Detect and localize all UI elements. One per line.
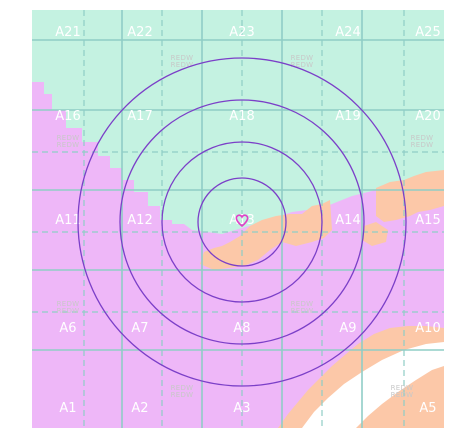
watermark-text: REDW	[291, 61, 314, 69]
map-canvas[interactable]: REDWREDWREDWREDWREDWREDWREDWREDWREDWREDW…	[32, 10, 444, 428]
land-area-white	[302, 342, 444, 428]
grid-cell-label-a13: A13	[229, 213, 254, 228]
grid-cell-label-a18: A18	[229, 109, 254, 124]
grid-cell-label-a15: A15	[415, 213, 440, 228]
watermark-text: REDW	[411, 141, 434, 149]
grid-cell-label-a14: A14	[335, 213, 360, 228]
range-rings	[77, 57, 407, 387]
grid-cell-label-a1: A1	[59, 401, 76, 416]
land-area-orange	[200, 200, 332, 270]
grid-cell-label-a6: A6	[59, 321, 76, 336]
grid-dashed-lines	[32, 10, 444, 428]
watermark-text: REDW	[411, 134, 434, 142]
grid-cell-label-a23: A23	[229, 25, 254, 40]
grid-cell-label-a8: A8	[233, 321, 250, 336]
grid-cell-label-a17: A17	[127, 109, 152, 124]
watermark-text: REDW	[171, 384, 194, 392]
heart-marker-icon[interactable]	[235, 214, 249, 228]
grid-cell-label-a20: A20	[415, 109, 440, 124]
watermark-text: REDW	[171, 391, 194, 399]
range-ring-1	[197, 177, 287, 267]
grid-lines	[32, 10, 444, 428]
grid-cell-label-a12: A12	[127, 213, 152, 228]
watermark-text: REDW	[291, 307, 314, 315]
grid-cell-label-a3: A3	[233, 401, 250, 416]
watermark-text: REDW	[57, 141, 80, 149]
watermark-layer: REDWREDWREDWREDWREDWREDWREDWREDWREDWREDW…	[57, 54, 434, 399]
map-frame[interactable]: REDW REDW REDW REDW REDW REDW REDW REDW REDW REDW…	[32, 10, 444, 428]
land-area-orange-east	[376, 170, 444, 222]
grid-cell-label-a4: A4	[339, 401, 356, 416]
watermark-text: REDW	[57, 300, 80, 308]
watermark-text: REDW	[57, 134, 80, 142]
watermark-text: REDW	[57, 307, 80, 315]
watermark-text: REDW	[391, 391, 414, 399]
watermark-text: REDW	[291, 300, 314, 308]
grid-cell-label-a25: A25	[415, 25, 440, 40]
watermark-text: REDW	[171, 61, 194, 69]
grid-cell-label-a11: A11	[55, 213, 80, 228]
grid-cell-label-a22: A22	[127, 25, 152, 40]
range-ring-4	[77, 57, 407, 387]
grid-cell-label-a21: A21	[55, 25, 80, 40]
grid-cell-label-a19: A19	[335, 109, 360, 124]
range-ring-3	[119, 99, 365, 345]
grid-cell-label-a24: A24	[335, 25, 360, 40]
grid-cell-label-a16: A16	[55, 109, 80, 124]
land-area-orange-east-b	[362, 222, 388, 246]
watermark-text: REDW	[291, 54, 314, 62]
grid-cell-labels: A21 A22 A23 A24 A25 A16 A17 A18 A19 A20 A11 A12 A13 A…	[55, 25, 440, 416]
grid-cell-label-a5: A5	[419, 401, 436, 416]
watermark-text: REDW	[171, 54, 194, 62]
land-area-orange-southeast	[384, 372, 444, 428]
watermark-text: REDW	[391, 384, 414, 392]
grid-cell-label-a10: A10	[415, 321, 440, 336]
range-ring-2	[161, 141, 323, 303]
grid-cell-label-a7: A7	[131, 321, 148, 336]
grid-cell-label-a9: A9	[339, 321, 356, 336]
grid-cell-label-a2: A2	[131, 401, 148, 416]
